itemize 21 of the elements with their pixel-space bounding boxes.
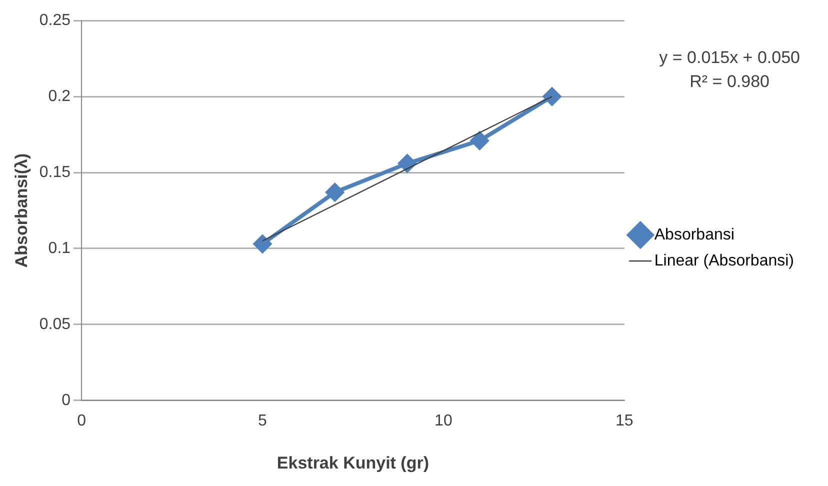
x-axis-title: Ekstrak Kunyit (gr) bbox=[276, 453, 430, 472]
legend-label: Linear (Absorbansi) bbox=[654, 252, 794, 270]
point bbox=[326, 183, 344, 202]
x-tick-label: 15 bbox=[615, 412, 634, 430]
x-tick-label: 5 bbox=[258, 412, 268, 430]
y-axis-title: Absorbansi(λ) bbox=[12, 153, 31, 268]
y-tick-label: 0.2 bbox=[48, 88, 71, 105]
legend-label: Absorbansi bbox=[654, 226, 734, 244]
x-tick-label: 0 bbox=[77, 412, 86, 430]
point bbox=[253, 234, 272, 253]
text: y = 0.015x + 0.050 bbox=[659, 47, 800, 69]
y-tick-label: 0.05 bbox=[39, 316, 71, 333]
y-tick-label: 0 bbox=[62, 392, 71, 409]
text: R² = 0.980 bbox=[688, 71, 770, 93]
point bbox=[398, 154, 416, 172]
y-tick-label: 0.25 bbox=[39, 12, 71, 30]
y-tick-label: 0.1 bbox=[48, 240, 71, 257]
x-tick-label: 10 bbox=[434, 412, 452, 430]
y-tick-label: 0.15 bbox=[39, 164, 71, 181]
point bbox=[470, 132, 489, 150]
point bbox=[542, 88, 561, 106]
